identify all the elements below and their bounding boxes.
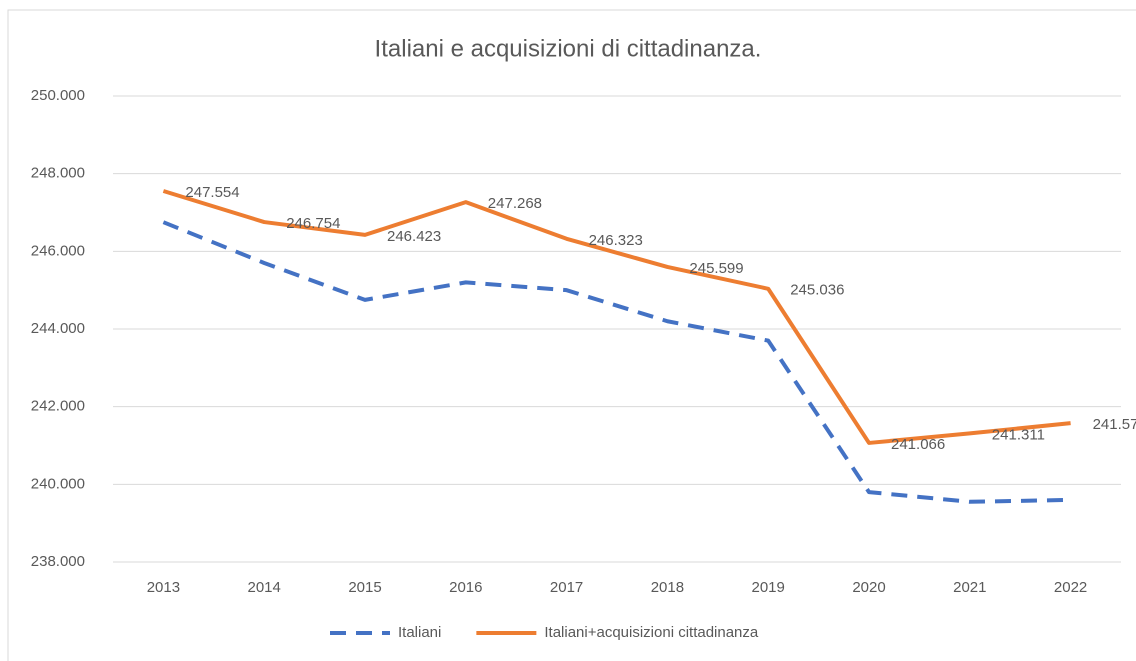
data-label: 246.323 bbox=[589, 232, 643, 249]
x-tick-label: 2017 bbox=[550, 579, 583, 596]
x-tick-label: 2022 bbox=[1054, 579, 1087, 596]
x-tick-label: 2013 bbox=[147, 579, 180, 596]
x-tick-label: 2021 bbox=[953, 579, 986, 596]
data-label: 241.311 bbox=[992, 426, 1045, 443]
data-label: 246.423 bbox=[387, 228, 441, 245]
chart-title: Italiani e acquisizioni di cittadinanza. bbox=[375, 35, 762, 62]
x-tick-label: 2014 bbox=[248, 579, 281, 596]
data-label: 245.036 bbox=[790, 282, 844, 299]
y-tick-label: 238.000 bbox=[31, 553, 85, 570]
y-tick-label: 240.000 bbox=[31, 475, 85, 492]
series-line bbox=[162, 220, 1071, 504]
chart-frame bbox=[7, 9, 1136, 661]
data-label: 247.554 bbox=[185, 184, 239, 201]
legend-label: Italiani+acquisizioni cittadinanza bbox=[544, 624, 759, 641]
legend-label: Italiani bbox=[398, 624, 441, 641]
data-label: 241.066 bbox=[891, 436, 945, 453]
series-line bbox=[162, 189, 1071, 445]
x-tick-label: 2015 bbox=[348, 579, 381, 596]
y-tick-label: 250.000 bbox=[31, 87, 85, 104]
data-label: 245.599 bbox=[689, 260, 743, 277]
data-label: 246.754 bbox=[286, 215, 340, 232]
x-tick-label: 2020 bbox=[852, 579, 885, 596]
y-tick-label: 244.000 bbox=[31, 320, 85, 337]
y-tick-label: 246.000 bbox=[31, 242, 85, 259]
x-tick-label: 2018 bbox=[651, 579, 684, 596]
y-tick-label: 242.000 bbox=[31, 398, 85, 415]
data-label: 247.268 bbox=[488, 195, 542, 212]
y-tick-label: 248.000 bbox=[31, 165, 85, 182]
data-label: 241.577 bbox=[1093, 416, 1136, 433]
x-tick-label: 2019 bbox=[752, 579, 785, 596]
x-tick-label: 2016 bbox=[449, 579, 482, 596]
